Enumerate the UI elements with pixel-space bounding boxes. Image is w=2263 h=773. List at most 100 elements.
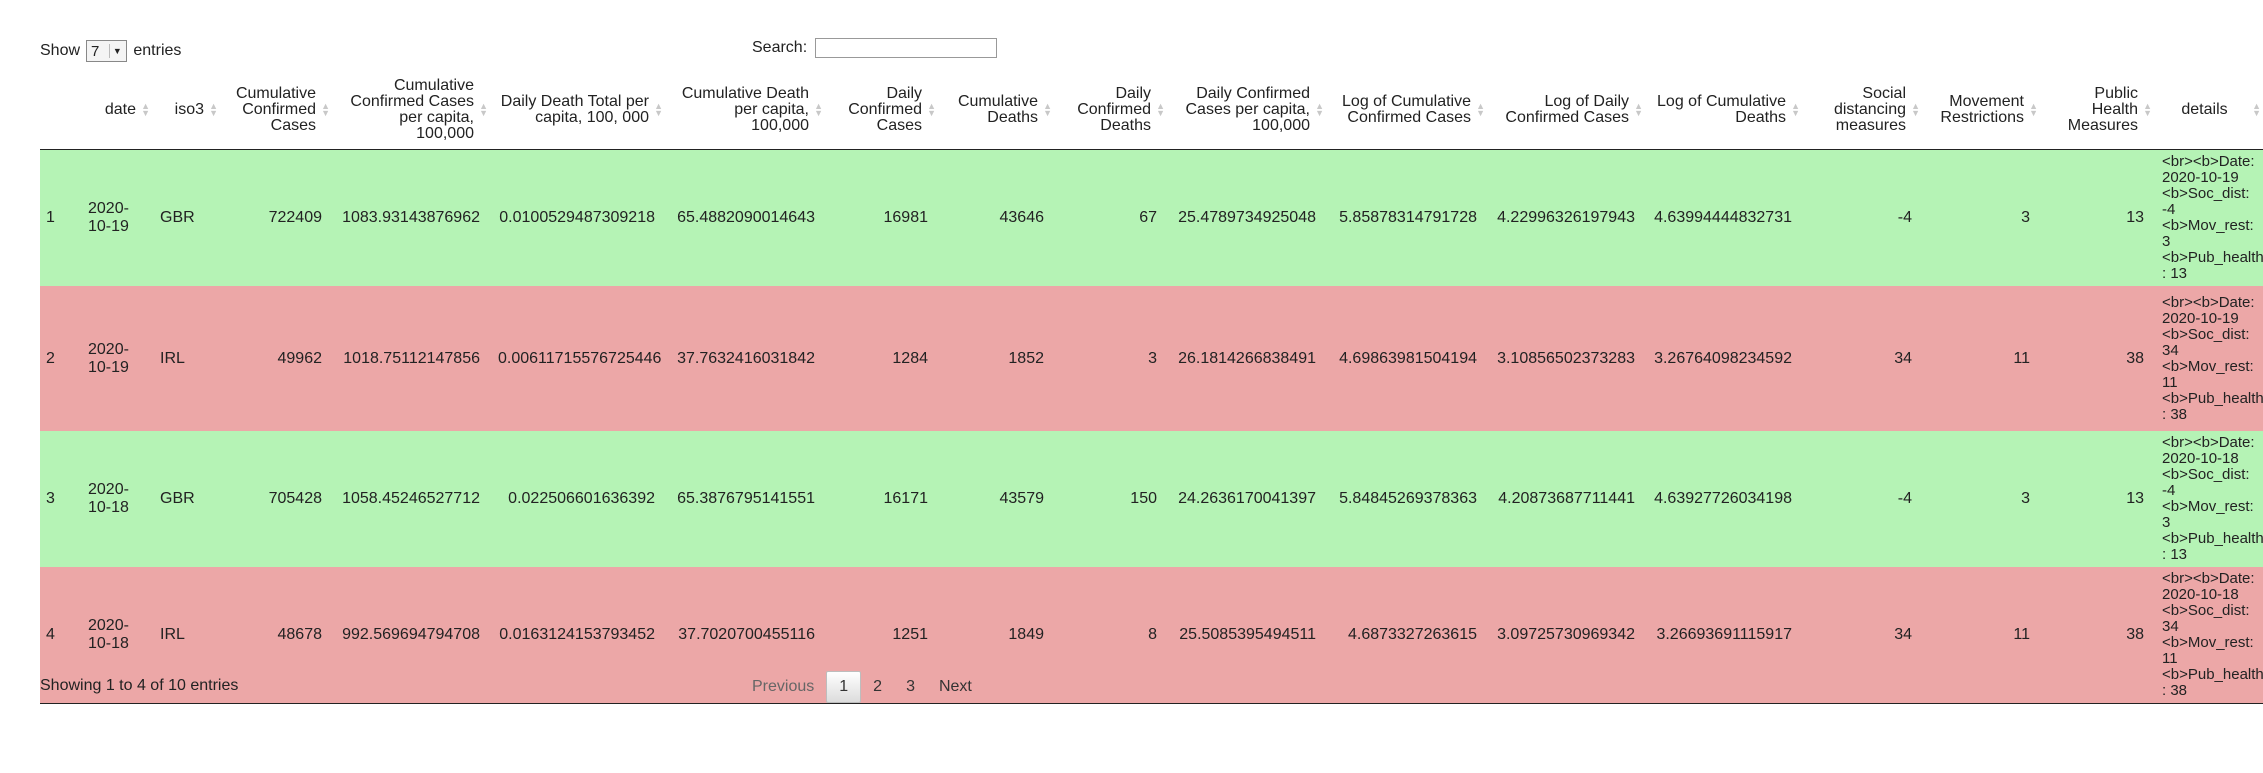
cell-daily-conf-pc: 26.1814266838491 — [1169, 286, 1328, 431]
column-header-public-health[interactable]: Public Health Measures ▲ ▼ — [2042, 70, 2156, 150]
column-header-label: Daily Death Total per capita, 100, 000 — [500, 92, 649, 126]
sort-icon: ▲ ▼ — [1911, 100, 1920, 118]
cell-daily-conf-deaths: 8 — [1056, 567, 1169, 704]
column-header-movement[interactable]: Movement Restrictions ▲ ▼ — [1924, 70, 2042, 150]
entries-select-value: 7 — [91, 42, 100, 60]
data-table: date ▲ ▼ iso3 ▲ ▼ Cumulative Confirmed Cases ▲ ▼… — [40, 70, 2263, 704]
column-header-log-cum-deaths[interactable]: Log of Cumulative Deaths ▲ ▼ — [1647, 70, 1804, 150]
cell-public-health: 13 — [2042, 431, 2156, 567]
cell-cum-conf-pc: 1083.93143876962 — [334, 149, 492, 286]
sort-icon: ▲ ▼ — [209, 100, 218, 118]
show-label: Show — [40, 42, 81, 59]
cell-daily-conf: 16171 — [827, 431, 940, 567]
sort-icon: ▲ ▼ — [141, 100, 150, 118]
cell-rownum: 4 — [40, 567, 82, 704]
column-header-label: Social distancing measures — [1833, 84, 1906, 134]
cell-cum-death-pc: 65.3876795141551 — [667, 431, 827, 567]
column-header-label: date — [104, 100, 136, 118]
cell-daily-conf-deaths: 150 — [1056, 431, 1169, 567]
previous-button[interactable]: Previous — [752, 678, 815, 695]
chevron-down-icon: ▼ — [109, 44, 124, 58]
cell-cum-conf-pc: 1018.75112147856 — [334, 286, 492, 431]
column-header-daily-death-pc[interactable]: Daily Death Total per capita, 100, 000 ▲ ▼ — [492, 70, 667, 150]
column-header-daily-conf-pc[interactable]: Daily Confirmed Cases per capita, 100,00… — [1169, 70, 1328, 150]
sort-icon: ▲ ▼ — [2143, 100, 2152, 118]
cell-cum-conf: 705428 — [222, 431, 334, 567]
sort-icon: ▲ ▼ — [1476, 100, 1485, 118]
column-header-cum-death-pc[interactable]: Cumulative Death per capita, 100,000 ▲ ▼ — [667, 70, 827, 150]
cell-iso3: IRL — [154, 286, 222, 431]
cell-log-cum-conf: 5.85878314791728 — [1328, 149, 1489, 286]
cell-movement: 3 — [1924, 431, 2042, 567]
page-button-2[interactable]: 2 — [873, 678, 883, 695]
column-header-label: iso3 — [174, 100, 204, 118]
column-header-label: Log of Cumulative Deaths — [1657, 92, 1786, 126]
column-header-label: Cumulative Confirmed Cases per capita, 1… — [350, 76, 474, 142]
entries-select[interactable]: 7 ▼ — [86, 40, 128, 62]
cell-daily-death-pc: 0.022506601636392 — [492, 431, 667, 567]
search-label: Search: — [752, 39, 808, 56]
search-control: Search: — [752, 38, 998, 58]
sort-icon: ▲ ▼ — [2252, 100, 2261, 118]
cell-cum-deaths: 43646 — [940, 149, 1056, 286]
table-footer: Showing 1 to 4 of 10 entries Previous 1 … — [40, 671, 1640, 705]
column-header-label: Movement Restrictions — [1940, 92, 2024, 126]
sort-icon: ▲ ▼ — [1634, 100, 1643, 118]
cell-rownum: 2 — [40, 286, 82, 431]
column-header-daily-conf[interactable]: Daily Confirmed Cases ▲ ▼ — [827, 70, 940, 150]
sort-icon: ▲ ▼ — [2029, 100, 2038, 118]
table-body: 1 2020-10-19 GBR 722409 1083.93143876962 0.01… — [40, 149, 2263, 704]
cell-details: <br><b>Date: 2020-10-18 <b>Soc_dist: 34 … — [2156, 567, 2263, 704]
cell-cum-death-pc: 65.4882090014643 — [667, 149, 827, 286]
column-header-social[interactable]: Social distancing measures ▲ ▼ — [1804, 70, 1924, 150]
column-header-cum-deaths[interactable]: Cumulative Deaths ▲ ▼ — [940, 70, 1056, 150]
cell-social: 34 — [1804, 286, 1924, 431]
column-header-iso3[interactable]: iso3 ▲ ▼ — [154, 70, 222, 150]
column-header-label: Cumulative Confirmed Cases — [235, 84, 316, 134]
column-header-cum-conf-pc[interactable]: Cumulative Confirmed Cases per capita, 1… — [334, 70, 492, 150]
column-header-log-cum-conf[interactable]: Log of Cumulative Confirmed Cases ▲ ▼ — [1328, 70, 1489, 150]
cell-log-daily-conf: 3.10856502373283 — [1489, 286, 1647, 431]
column-header-label: Log of Cumulative Confirmed Cases — [1342, 92, 1471, 126]
cell-daily-death-pc: 0.00611715576725446 — [492, 286, 667, 431]
column-header-date[interactable]: date ▲ ▼ — [82, 70, 154, 150]
page-button-1[interactable]: 1 — [826, 671, 862, 703]
page-button-3[interactable]: 3 — [906, 678, 915, 695]
cell-iso3: GBR — [154, 149, 222, 286]
cell-public-health: 13 — [2042, 149, 2156, 286]
sort-icon: ▲ ▼ — [321, 100, 330, 118]
cell-date: 2020-10-18 — [82, 567, 154, 704]
column-header-daily-conf-deaths[interactable]: Daily Confirmed Deaths ▲ ▼ — [1056, 70, 1169, 150]
column-header-cum-conf[interactable]: Cumulative Confirmed Cases ▲ ▼ — [222, 70, 334, 150]
table-header: date ▲ ▼ iso3 ▲ ▼ Cumulative Confirmed Cases ▲ ▼… — [40, 70, 2263, 150]
column-header-label: Cumulative Deaths — [957, 92, 1038, 126]
table-row[interactable]: 2 2020-10-19 IRL 49962 1018.75112147856 0.006… — [40, 286, 2263, 431]
cell-log-daily-conf: 3.09725730969342 — [1489, 567, 1647, 704]
table-controls: Show 7 ▼ entries Search: — [40, 38, 1000, 64]
column-header-log-daily-conf[interactable]: Log of Daily Confirmed Cases ▲ ▼ — [1489, 70, 1647, 150]
column-header-label: Daily Confirmed Deaths — [1077, 84, 1151, 134]
cell-log-cum-conf: 4.69863981504194 — [1328, 286, 1489, 431]
cell-details: <br><b>Date: 2020-10-19 <b>Soc_dist: -4 … — [2156, 149, 2263, 286]
table-info: Showing 1 to 4 of 10 entries — [40, 677, 239, 694]
table-row[interactable]: 3 2020-10-18 GBR 705428 1058.45246527712 0.02… — [40, 431, 2263, 567]
pagination: Previous 1 2 3 Next — [740, 671, 984, 703]
cell-daily-conf-pc: 24.2636170041397 — [1169, 431, 1328, 567]
cell-cum-death-pc: 37.7632416031842 — [667, 286, 827, 431]
column-header-label: Daily Confirmed Cases — [848, 84, 922, 134]
next-button[interactable]: Next — [938, 678, 972, 695]
search-input[interactable] — [815, 38, 998, 58]
cell-log-cum-conf: 4.6873327263615 — [1328, 567, 1489, 704]
column-header-details[interactable]: details ▲ ▼ — [2156, 70, 2263, 150]
sort-icon: ▲ ▼ — [1315, 100, 1324, 118]
cell-daily-conf-pc: 25.4789734925048 — [1169, 149, 1328, 286]
cell-details: <br><b>Date: 2020-10-19 <b>Soc_dist: 34 … — [2156, 286, 2263, 431]
cell-log-daily-conf: 4.22996326197943 — [1489, 149, 1647, 286]
sort-icon: ▲ ▼ — [927, 100, 936, 118]
cell-movement: 11 — [1924, 286, 2042, 431]
column-header-label: Daily Confirmed Cases per capita, 100,00… — [1185, 84, 1310, 134]
table-row[interactable]: 4 2020-10-18 IRL 48678 992.569694794708 0.016… — [40, 567, 2263, 704]
table-row[interactable]: 1 2020-10-19 GBR 722409 1083.93143876962 0.01… — [40, 149, 2263, 286]
cell-cum-death-pc: 37.7020700455116 — [667, 567, 827, 704]
cell-movement: 11 — [1924, 567, 2042, 704]
